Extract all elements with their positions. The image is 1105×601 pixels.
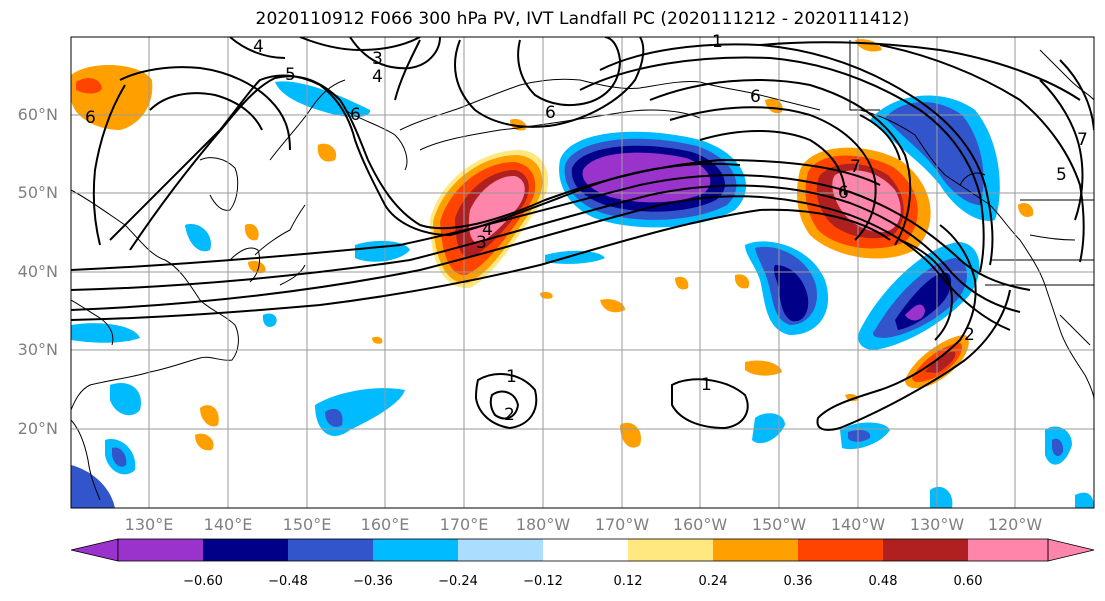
- positive-anomaly-kamchatka: [71, 64, 153, 130]
- colorbar-tick-label: 0.24: [698, 574, 728, 589]
- colorbar-tick-label: 0.48: [868, 574, 898, 589]
- contour-label: 6: [750, 87, 761, 107]
- lon-label: 160°W: [672, 515, 728, 534]
- contour-label: 5: [1056, 165, 1067, 185]
- contour-label: 6: [838, 183, 849, 203]
- lon-label: 140°E: [203, 515, 253, 534]
- colorbar-bin: [628, 539, 713, 561]
- lon-label: 170°W: [594, 515, 650, 534]
- colorbar-tick-label: −0.48: [268, 574, 308, 589]
- contour-label: 6: [545, 103, 556, 123]
- contour-label: 4: [372, 67, 383, 87]
- colorbar-bin: [543, 539, 628, 561]
- colorbar-tick-label: 0.60: [953, 574, 983, 589]
- lon-label: 150°E: [282, 515, 332, 534]
- lon-label: 150°W: [751, 515, 807, 534]
- contour-label: 6: [350, 105, 361, 125]
- contour-label: 2: [504, 405, 515, 425]
- lon-label: 130°W: [909, 515, 965, 534]
- colorbar-bin: [458, 539, 543, 561]
- colorbar-bin: [883, 539, 968, 561]
- colorbar-tick-label: −0.12: [523, 574, 563, 589]
- lon-label: 180°W: [515, 515, 571, 534]
- contour-label: 1: [701, 375, 712, 395]
- contour-label: 7: [1077, 130, 1088, 150]
- contour-label: 1: [506, 367, 517, 387]
- lon-label: 140°W: [830, 515, 886, 534]
- graticule: [71, 37, 1094, 508]
- colorbar-tick-label: −0.36: [353, 574, 393, 589]
- contour-label-group: 1 1 1 2 2 3 3 4 4 4 5 5 6 6 6 6 6 7 7: [85, 32, 1088, 425]
- colorbar-extend-low: [70, 538, 119, 562]
- contour-label: 7: [850, 157, 861, 177]
- colorbar-tick-label: 0.36: [783, 574, 813, 589]
- lon-label: 170°E: [439, 515, 489, 534]
- lat-label: 20°N: [17, 419, 58, 438]
- map-title: 2020110912 F066 300 hPa PV, IVT Landfall…: [255, 9, 910, 29]
- colorbar-bin: [118, 539, 203, 561]
- lat-label: 60°N: [17, 105, 58, 124]
- map-frame: [70, 36, 1095, 509]
- lat-label: 40°N: [17, 262, 58, 281]
- pv-contours: [71, 37, 1094, 431]
- colorbar-tick-label: −0.24: [438, 574, 478, 589]
- contour-label: 3: [476, 233, 487, 253]
- lat-label: 30°N: [17, 340, 58, 359]
- colorbar-bin: [203, 539, 288, 561]
- colorbar-extend-high: [1047, 538, 1095, 562]
- negative-anomaly-east-pacific: [745, 241, 829, 335]
- colorbar-tick-label: −0.60: [183, 574, 223, 589]
- lon-label: 120°W: [987, 515, 1043, 534]
- contour-label: 6: [85, 108, 96, 128]
- colorbar-bin: [373, 539, 458, 561]
- lon-label: 130°E: [124, 515, 174, 534]
- lon-label: 160°E: [360, 515, 410, 534]
- colorbar-outline: [117, 538, 1049, 562]
- colorbar-bin: [288, 539, 373, 561]
- lat-label: 50°N: [17, 183, 58, 202]
- colorbar-tick-label: 0.12: [613, 574, 643, 589]
- positive-anomaly-west-alaska: [797, 147, 931, 259]
- colorbar: [70, 538, 1095, 562]
- contour-label: 4: [253, 37, 264, 57]
- colorbar-bin: [968, 539, 1048, 561]
- colorbar-bin: [713, 539, 798, 561]
- contour-label: 2: [964, 325, 975, 345]
- colorbar-bin: [798, 539, 883, 561]
- contour-label: 4: [482, 220, 493, 240]
- contour-label: 5: [285, 65, 296, 85]
- negative-anomaly-small-patches: [71, 81, 1094, 508]
- positive-anomaly-small-patches: [195, 39, 1034, 451]
- contour-label: 1: [712, 32, 723, 52]
- contour-label: 3: [372, 49, 383, 69]
